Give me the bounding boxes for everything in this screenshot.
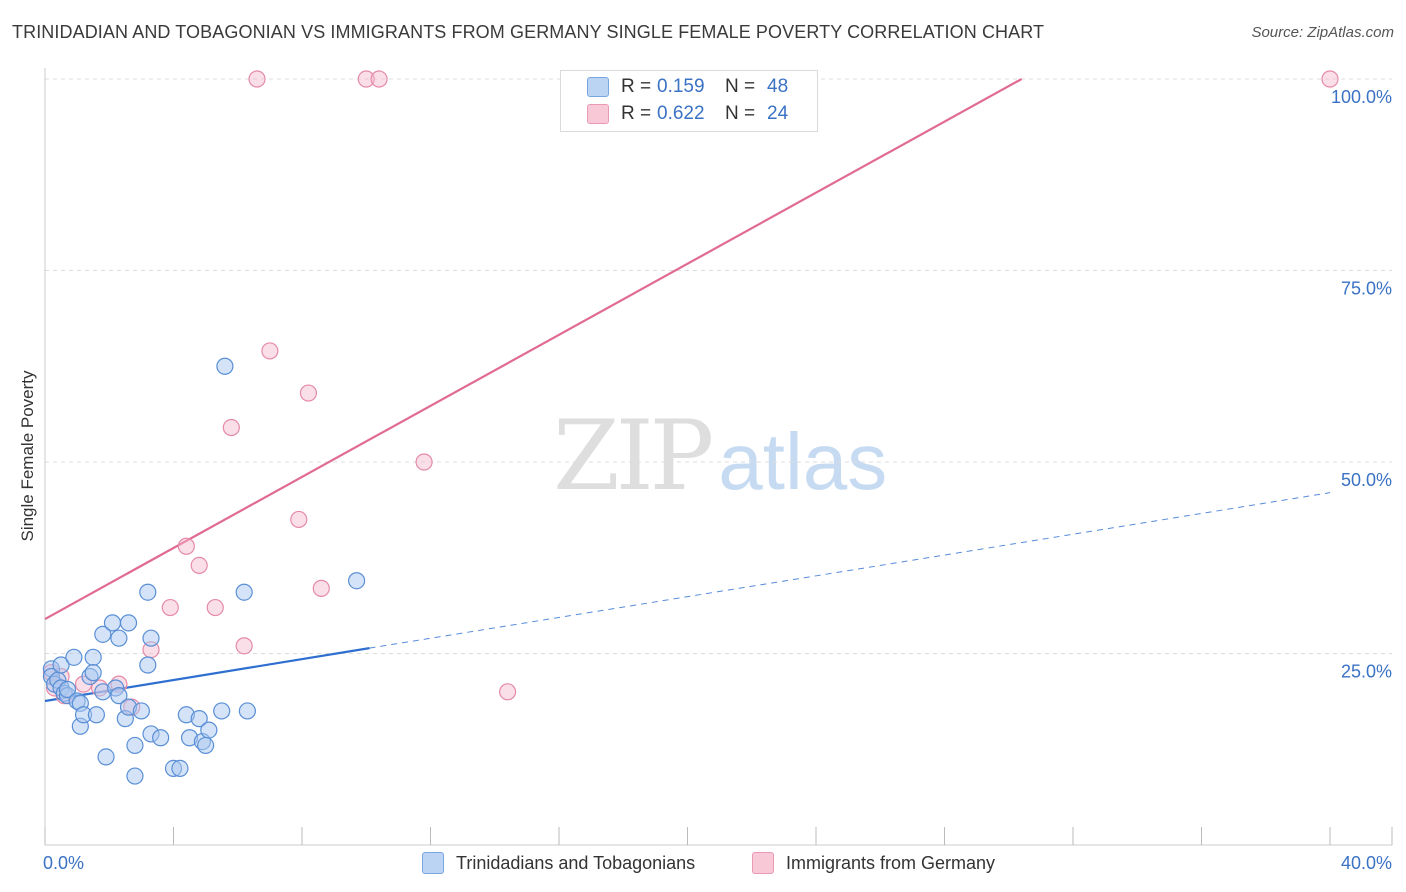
legend-item-germany: Immigrants from Germany	[752, 852, 995, 874]
y-tick-label: 100.0%	[1331, 87, 1392, 107]
data-point-trinidadian	[197, 736, 215, 755]
data-point-germany	[299, 384, 318, 402]
data-point-germany	[206, 598, 224, 617]
x-tick-label: 40.0%	[1341, 853, 1392, 873]
legend-n-value: 48	[767, 76, 789, 97]
data-point-trinidadian	[216, 357, 234, 375]
data-point-germany	[1321, 70, 1339, 88]
trend-line-trinidadian-extension	[369, 492, 1331, 649]
legend-row-germany: R = 0.622 N = 24	[587, 102, 788, 126]
legend-row-trinidadian: R = 0.159 N = 48	[587, 75, 788, 99]
y-axis-title: Single Female Poverty	[18, 370, 37, 542]
data-point-germany	[248, 70, 266, 88]
data-point-trinidadian	[132, 702, 150, 720]
data-point-trinidadian	[200, 721, 218, 739]
data-point-germany	[290, 510, 308, 529]
data-point-trinidadian	[190, 710, 208, 728]
legend-swatch-pink	[752, 852, 774, 874]
trend-line-germany	[44, 78, 1023, 620]
legend-swatch-blue	[422, 852, 444, 874]
watermark-atlas: atlas	[718, 417, 888, 506]
data-point-trinidadian	[65, 648, 83, 666]
chart-title: TRINIDADIAN AND TOBAGONIAN VS IMMIGRANTS…	[12, 22, 1045, 42]
data-point-trinidadian	[238, 702, 256, 720]
legend-r-value: 0.159	[657, 76, 705, 97]
data-point-trinidadian	[110, 629, 128, 647]
data-point-trinidadian	[103, 614, 122, 632]
legend-swatch-pink	[587, 104, 609, 124]
correlation-legend: R = 0.159 N = 48 R = 0.622 N = 24	[560, 70, 818, 132]
legend-label-trinidadian: Trinidadians and Tobagonians	[456, 852, 696, 873]
data-point-trinidadian	[142, 629, 160, 647]
data-point-germany	[357, 70, 375, 88]
series-legend: Trinidadians and Tobagonians Immigrants …	[0, 852, 1406, 876]
data-point-germany	[161, 598, 179, 617]
points-layer	[42, 70, 1339, 785]
legend-r-value: 0.622	[657, 103, 705, 124]
data-point-trinidadian	[97, 748, 115, 766]
data-point-germany	[370, 70, 388, 88]
data-point-trinidadian	[213, 702, 231, 720]
data-point-trinidadian	[348, 572, 366, 590]
x-tick-label: 0.0%	[43, 853, 84, 873]
axis-layer	[44, 68, 1393, 846]
data-point-trinidadian	[126, 767, 144, 785]
legend-swatch-blue	[587, 77, 609, 97]
data-point-germany	[499, 683, 517, 701]
data-point-germany	[235, 637, 253, 655]
grid-layer	[45, 78, 1392, 654]
legend-n-value: 24	[767, 103, 789, 124]
legend-n-label: N =	[725, 76, 756, 97]
data-point-trinidadian	[84, 664, 102, 682]
y-tick-label: 50.0%	[1341, 470, 1392, 490]
legend-label-germany: Immigrants from Germany	[786, 852, 996, 873]
data-point-trinidadian	[94, 625, 112, 643]
data-point-germany	[415, 453, 433, 471]
data-point-trinidadian	[58, 680, 77, 699]
source-credit: Source: ZipAtlas.com	[1251, 24, 1394, 41]
legend-r-label: R =	[621, 76, 652, 97]
data-point-trinidadian	[139, 583, 157, 601]
data-point-trinidadian	[110, 687, 128, 705]
data-point-trinidadian	[119, 614, 138, 632]
data-point-trinidadian	[84, 648, 102, 666]
trend-layer	[44, 78, 1331, 703]
legend-n-label: N =	[725, 103, 756, 124]
data-point-trinidadian	[152, 729, 170, 747]
data-point-trinidadian	[52, 656, 70, 674]
legend-r-label: R =	[621, 103, 652, 124]
data-point-trinidadian	[171, 759, 189, 778]
data-point-germany	[312, 579, 330, 597]
y-tick-label: 75.0%	[1341, 279, 1392, 299]
data-point-trinidadian	[235, 583, 253, 601]
watermark-zip: ZIP	[553, 400, 714, 512]
data-point-germany	[222, 418, 240, 437]
watermark: ZIP atlas	[553, 400, 887, 512]
legend-item-trinidadian: Trinidadians and Tobagonians	[422, 852, 695, 874]
y-tick-label: 25.0%	[1341, 662, 1392, 682]
data-point-trinidadian	[139, 656, 157, 674]
data-point-trinidadian	[87, 706, 106, 724]
data-point-germany	[190, 556, 208, 575]
data-point-germany	[177, 537, 195, 555]
data-point-trinidadian	[126, 736, 144, 755]
data-point-germany	[261, 342, 279, 360]
tick-label-layer: 25.0% 50.0% 75.0% 100.0% 0.0% 40.0%	[43, 87, 1392, 873]
